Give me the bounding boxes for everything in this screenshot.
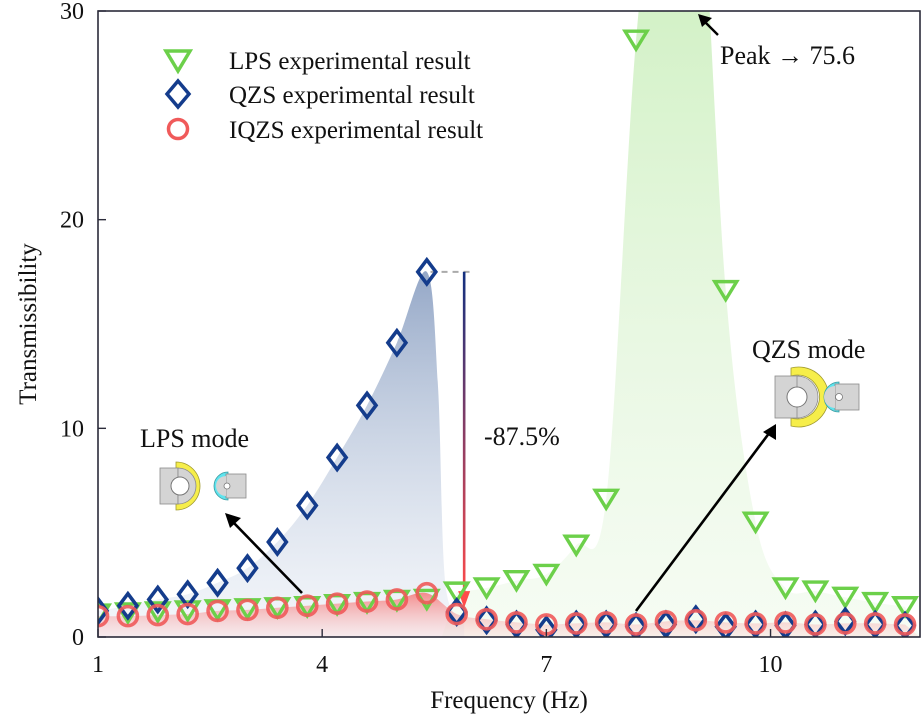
lps-data-point (741, 511, 770, 535)
qzs-data-point (893, 610, 917, 637)
qzs-mode-mechanism-icon (774, 366, 860, 428)
qzs-data-point (624, 611, 648, 637)
iqzs-data-point (355, 590, 379, 613)
y-axis-label: Transmissibility (15, 243, 42, 405)
qzs-data-point (236, 553, 259, 584)
qzs-data-point (535, 614, 558, 637)
qzs-data-point (774, 610, 797, 637)
iqzs-data-point (714, 611, 738, 634)
iqzs-data-point (564, 612, 588, 635)
y-tick-label: 0 (72, 625, 84, 651)
lps-data-point (891, 596, 920, 620)
qzs-data-point (415, 256, 439, 287)
iqzs-data-point (684, 609, 708, 632)
iqzs-data-point (893, 613, 917, 636)
legend-iqzs-label: IQZS experimental result (229, 117, 483, 144)
legend-lps-label: LPS experimental result (229, 48, 471, 75)
iqzs-data-point (206, 599, 229, 623)
lps-data-point (173, 600, 202, 624)
legend-iqzs-marker (166, 117, 190, 141)
iqzs-data-point (236, 598, 259, 622)
qzs-data-point (475, 605, 498, 636)
iqzs-data-point (266, 596, 289, 620)
legend-qzs-label: QZS experimental result (229, 82, 475, 109)
qzs-data-point (355, 390, 379, 421)
legend: LPS experimental result QZS experimental… (162, 48, 483, 144)
lps-data-point (532, 563, 561, 587)
lps-data-point (502, 569, 531, 593)
legend-lps-marker (162, 49, 194, 75)
iqzs-data-point (445, 602, 468, 626)
legend-qzs-marker (164, 78, 192, 110)
x-tick-label: 1 (92, 652, 104, 678)
qzs-data-point (266, 527, 289, 558)
iqzs-data-point (415, 581, 439, 605)
x-tick-label: 10 (759, 652, 783, 678)
iqzs-data-point (505, 611, 528, 634)
x-tick-label: 7 (540, 652, 552, 678)
qzs-mode-label: QZS mode (752, 335, 865, 364)
iqzs-data-point (594, 611, 618, 634)
lps-mode-mechanism-icon (159, 461, 247, 511)
iqzs-data-point (116, 604, 140, 628)
qzs-data-point (146, 584, 170, 615)
iqzs-data-point (176, 602, 199, 626)
qzs-mode-arrow (634, 431, 772, 612)
peak-annotation: Peak → 75.6 (720, 41, 855, 70)
iqzs-data-point (385, 588, 409, 611)
qzs-mode-arrow-head (763, 424, 776, 440)
iqzs-data-point (804, 613, 827, 636)
iqzs-data-point (654, 610, 678, 633)
y-tick-label: 30 (60, 0, 84, 25)
lps-mode-label: LPS mode (140, 424, 249, 453)
qzs-data-point (385, 327, 409, 358)
qzs-area-fill (98, 271, 465, 637)
qzs-data-point (325, 442, 349, 473)
iqzs-data-point (774, 611, 797, 634)
iqzs-data-point (624, 613, 648, 636)
lps-data-point (831, 586, 860, 610)
lps-data-point (592, 488, 621, 512)
lps-data-point (622, 29, 651, 53)
qzs-data-point (116, 590, 140, 621)
lps-data-point (861, 591, 890, 615)
reduction-arrow-shaft (462, 271, 466, 596)
iqzs-area-fill (98, 592, 920, 637)
iqzs-data-point (98, 604, 110, 628)
lps-data-point (442, 581, 471, 605)
lps-mode-arrow-head (225, 513, 241, 528)
lps-mode-arrow (231, 520, 303, 594)
y-tick-label: 20 (60, 208, 84, 234)
reduction-annotation: -87.5% (484, 422, 560, 451)
qzs-data-point (714, 611, 737, 637)
lps-data-point (771, 577, 800, 601)
iqzs-data-point (863, 612, 887, 635)
iqzs-data-point (295, 594, 319, 618)
plot-frame (97, 10, 921, 638)
qzs-data-point (295, 490, 319, 521)
lps-area-fill (441, 11, 920, 637)
x-tick-label: 4 (316, 652, 328, 678)
iqzs-data-point (475, 607, 498, 631)
lps-data-point (801, 580, 830, 604)
peak-arrow-head (698, 14, 712, 27)
iqzs-data-point (146, 603, 170, 627)
iqzs-data-point (744, 612, 767, 635)
iqzs-data-point (833, 612, 857, 635)
lps-data-point (711, 279, 740, 303)
iqzs-data-point (325, 592, 349, 615)
qzs-data-point (206, 567, 229, 598)
lps-data-point (562, 534, 591, 558)
lps-data-point (143, 601, 172, 625)
lps-data-point (472, 577, 501, 601)
x-axis-label: Frequency (Hz) (430, 687, 588, 714)
y-tick-label: 10 (60, 416, 84, 442)
